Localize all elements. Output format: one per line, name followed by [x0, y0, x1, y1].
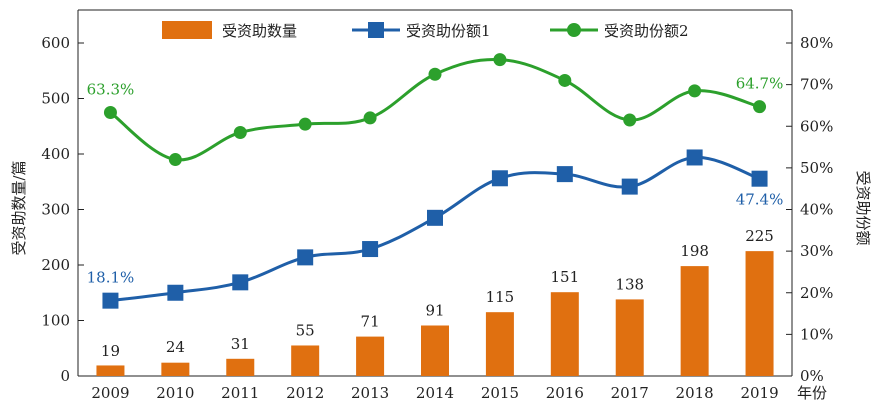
line-series — [102, 53, 768, 309]
x-axis-suffix: 年份 — [797, 384, 827, 402]
line-point-circle — [298, 117, 312, 131]
x-tick-label: 2015 — [481, 384, 519, 402]
bar-value-label: 19 — [101, 342, 120, 360]
bar-value-label: 115 — [486, 288, 515, 306]
line-point-square — [751, 170, 768, 187]
x-tick-label: 2011 — [221, 384, 259, 402]
right-y-ticks: 0% 10% 20% 30% 40% 50% 60% 70% 80% — [786, 34, 833, 385]
line-point-circle — [493, 53, 507, 67]
bar-value-label: 71 — [361, 313, 380, 331]
bar — [615, 299, 644, 376]
line-point-circle — [428, 67, 442, 81]
right-tick-label: 60% — [800, 117, 833, 135]
line-point-circle — [103, 106, 117, 120]
x-tick-label: 2016 — [546, 384, 584, 402]
line-annotation: 18.1% — [87, 269, 135, 287]
left-y-ticks: 0 100 200 300 400 500 600 — [41, 34, 84, 385]
legend-line1-label: 受资助份额1 — [406, 22, 491, 40]
left-tick-label: 600 — [41, 34, 70, 52]
x-tick-label: 2014 — [416, 384, 454, 402]
bar — [680, 266, 709, 376]
bar — [356, 336, 385, 376]
series-line — [110, 155, 761, 303]
bar-value-label: 138 — [615, 275, 644, 293]
left-tick-label: 500 — [41, 90, 70, 108]
bar — [96, 365, 125, 376]
x-tick-label: 2017 — [611, 384, 649, 402]
line-point-circle — [688, 84, 702, 98]
line-point-square — [297, 249, 314, 266]
right-axis-title: 受资助份额 — [854, 170, 872, 245]
right-tick-label: 0% — [800, 367, 824, 385]
left-tick-label: 0 — [60, 367, 70, 385]
right-tick-label: 70% — [800, 76, 833, 94]
legend-bar-swatch — [162, 21, 212, 39]
line-point-square — [362, 241, 379, 258]
line-point-circle — [753, 100, 767, 114]
x-ticks: 2009 2010 2011 2012 2013 2014 2015 2016 2017 2018… — [91, 371, 779, 402]
right-tick-label: 50% — [800, 159, 833, 177]
bar-value-label: 55 — [296, 321, 315, 339]
left-tick-label: 200 — [41, 256, 70, 274]
bar-value-label: 91 — [425, 301, 444, 319]
bar-value-label: 31 — [231, 335, 250, 353]
legend-line2-marker — [567, 23, 581, 37]
left-axis-title: 受资助数量/篇 — [10, 160, 28, 255]
bar-series — [96, 251, 774, 376]
line-point-square — [556, 166, 573, 183]
line-point-circle — [233, 125, 247, 139]
x-tick-label: 2019 — [740, 384, 778, 402]
line-point-square — [232, 274, 249, 291]
left-tick-label: 300 — [41, 201, 70, 219]
line-point-square — [686, 149, 703, 166]
line-point-circle — [168, 153, 182, 167]
bar — [485, 312, 514, 376]
bar-value-labels: 19 24 31 55 71 91 115 151 138 198 225 — [101, 227, 774, 360]
line-point-square — [621, 178, 638, 195]
bar — [161, 362, 190, 376]
line-point-square — [427, 209, 443, 226]
x-tick-label: 2012 — [286, 384, 324, 402]
right-tick-label: 80% — [800, 34, 833, 52]
x-tick-label: 2010 — [156, 384, 194, 402]
bar — [421, 325, 449, 376]
right-tick-label: 20% — [800, 284, 833, 302]
bar — [745, 251, 774, 376]
bar — [291, 345, 320, 376]
line-point-circle — [623, 113, 637, 127]
right-tick-label: 10% — [800, 325, 833, 343]
bar — [226, 358, 255, 376]
right-tick-label: 40% — [800, 201, 833, 219]
bar-value-label: 24 — [166, 338, 185, 356]
line-annotation: 47.4% — [736, 191, 784, 209]
bar — [550, 292, 579, 376]
line-point-circle — [363, 111, 377, 125]
line-point-square — [167, 284, 184, 301]
legend-line2-label: 受资助份额2 — [604, 22, 689, 40]
line-annotations: 18.1% 47.4% 63.3% 64.7% — [87, 75, 784, 287]
line-annotation: 63.3% — [87, 81, 135, 99]
line-point-circle — [558, 73, 572, 87]
bar-value-label: 225 — [745, 227, 774, 245]
line-point-square — [491, 170, 508, 187]
x-tick-label: 2013 — [351, 384, 389, 402]
left-tick-label: 100 — [41, 312, 70, 330]
legend: 受资助数量 受资助份额1 受资助份额2 — [162, 21, 689, 40]
line-point-square — [102, 292, 119, 309]
bar-value-label: 198 — [680, 242, 709, 260]
x-tick-label: 2018 — [676, 384, 714, 402]
bar-value-label: 151 — [550, 268, 579, 286]
right-tick-label: 30% — [800, 242, 833, 260]
legend-line1-marker — [368, 22, 384, 38]
legend-bar-label: 受资助数量 — [222, 22, 297, 40]
left-tick-label: 400 — [41, 145, 70, 163]
line-annotation: 64.7% — [736, 75, 784, 93]
x-tick-label: 2009 — [91, 384, 129, 402]
